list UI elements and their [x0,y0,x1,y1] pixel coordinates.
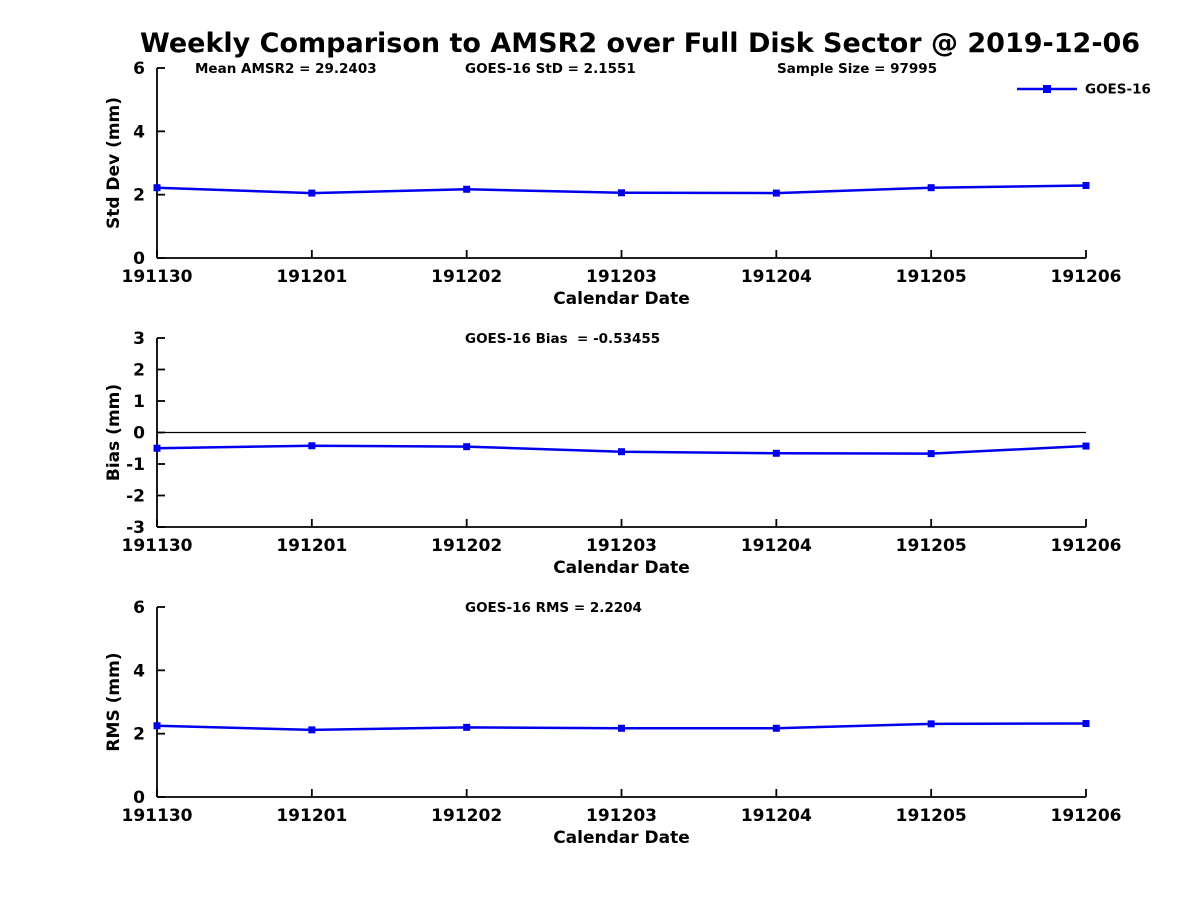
x-tick-label: 191201 [276,267,347,287]
x-tick-label: 191204 [741,267,812,287]
figure-title: Weekly Comparison to AMSR2 over Full Dis… [140,28,1141,59]
x-axis-label: Calendar Date [553,828,690,848]
stat-annotation: Mean AMSR2 = 29.2403 [195,61,377,77]
legend: GOES-16 [1017,82,1151,98]
data-point-marker [153,722,161,730]
y-tick-label: 0 [133,249,145,269]
x-tick-label: 191206 [1051,536,1122,556]
rms-plot: 0 2 4 6 191130 191201 191202 191203 191204 191205… [104,598,1121,848]
data-point-marker [772,724,780,732]
x-tick-label: 191202 [431,536,502,556]
data-point-marker [153,444,161,452]
data-point-marker [618,448,625,456]
x-tick-label: 191205 [896,536,967,556]
x-tick-label: 191204 [741,536,812,556]
stat-annotation: GOES-16 RMS = 2.2204 [465,600,642,616]
y-tick-label: 1 [133,392,145,412]
x-tick-label: 191130 [122,806,193,826]
x-tick-label: 191203 [586,267,657,287]
stat-annotation: GOES-16 StD = 2.1551 [465,61,636,77]
x-tick-label: 191130 [122,536,193,556]
x-axis-label: Calendar Date [553,558,690,578]
y-tick-label: -1 [126,455,145,475]
x-tick-label: 191205 [896,806,967,826]
y-tick-label: 2 [133,186,145,206]
y-tick-label: 4 [133,661,145,681]
y-tick-label: 6 [133,598,145,618]
data-point-marker [463,443,471,451]
data-point-marker [772,189,780,197]
y-tick-label: 0 [133,788,145,808]
data-point-marker [308,726,316,734]
x-tick-label: 191130 [122,267,193,287]
data-point-marker [618,724,625,732]
y-tick-label: 4 [133,122,145,142]
y-axis-label: Std Dev (mm) [104,97,124,229]
stat-annotation: GOES-16 Bias = -0.53455 [465,331,660,347]
bias-plot: -3 -2 -1 0 1 2 3 191130 191201 191202 191203 191204… [104,329,1121,578]
x-tick-label: 191201 [276,806,347,826]
y-tick-label: 3 [133,329,145,349]
x-tick-label: 191205 [896,267,967,287]
data-point-marker [1082,181,1090,189]
y-tick-label: 2 [133,725,145,745]
x-tick-label: 191202 [431,267,502,287]
data-point-marker [308,189,316,197]
data-point-marker [772,449,780,457]
stat-annotation: Sample Size = 97995 [777,61,937,77]
data-point-marker [463,723,471,731]
y-tick-label: 0 [133,423,145,443]
data-point-marker [927,450,935,458]
y-axis-label: RMS (mm) [104,652,124,751]
data-point-marker [927,184,935,192]
y-tick-label: 6 [133,59,145,79]
legend-marker-sample [1043,85,1051,93]
data-point-marker [463,185,471,193]
x-tick-label: 191201 [276,536,347,556]
x-tick-label: 191203 [586,806,657,826]
y-axis-label: Bias (mm) [104,384,124,481]
y-tick-label: 2 [133,360,145,380]
data-point-marker [927,720,935,728]
x-tick-label: 191206 [1051,806,1122,826]
data-point-marker [308,442,316,450]
legend-label: GOES-16 [1085,82,1151,98]
data-point-marker [153,184,161,192]
y-tick-label: -3 [126,518,145,538]
y-tick-label: -2 [126,486,145,506]
data-point-marker [1082,720,1090,728]
x-axis-label: Calendar Date [553,289,690,309]
data-point-marker [1082,442,1090,450]
x-tick-label: 191206 [1051,267,1122,287]
x-tick-label: 191202 [431,806,502,826]
stddev-plot: 0 2 4 6 191130 191201 191202 191203 191204 191205… [104,59,1151,309]
x-tick-label: 191204 [741,806,812,826]
data-point-marker [618,189,625,197]
x-tick-label: 191203 [586,536,657,556]
